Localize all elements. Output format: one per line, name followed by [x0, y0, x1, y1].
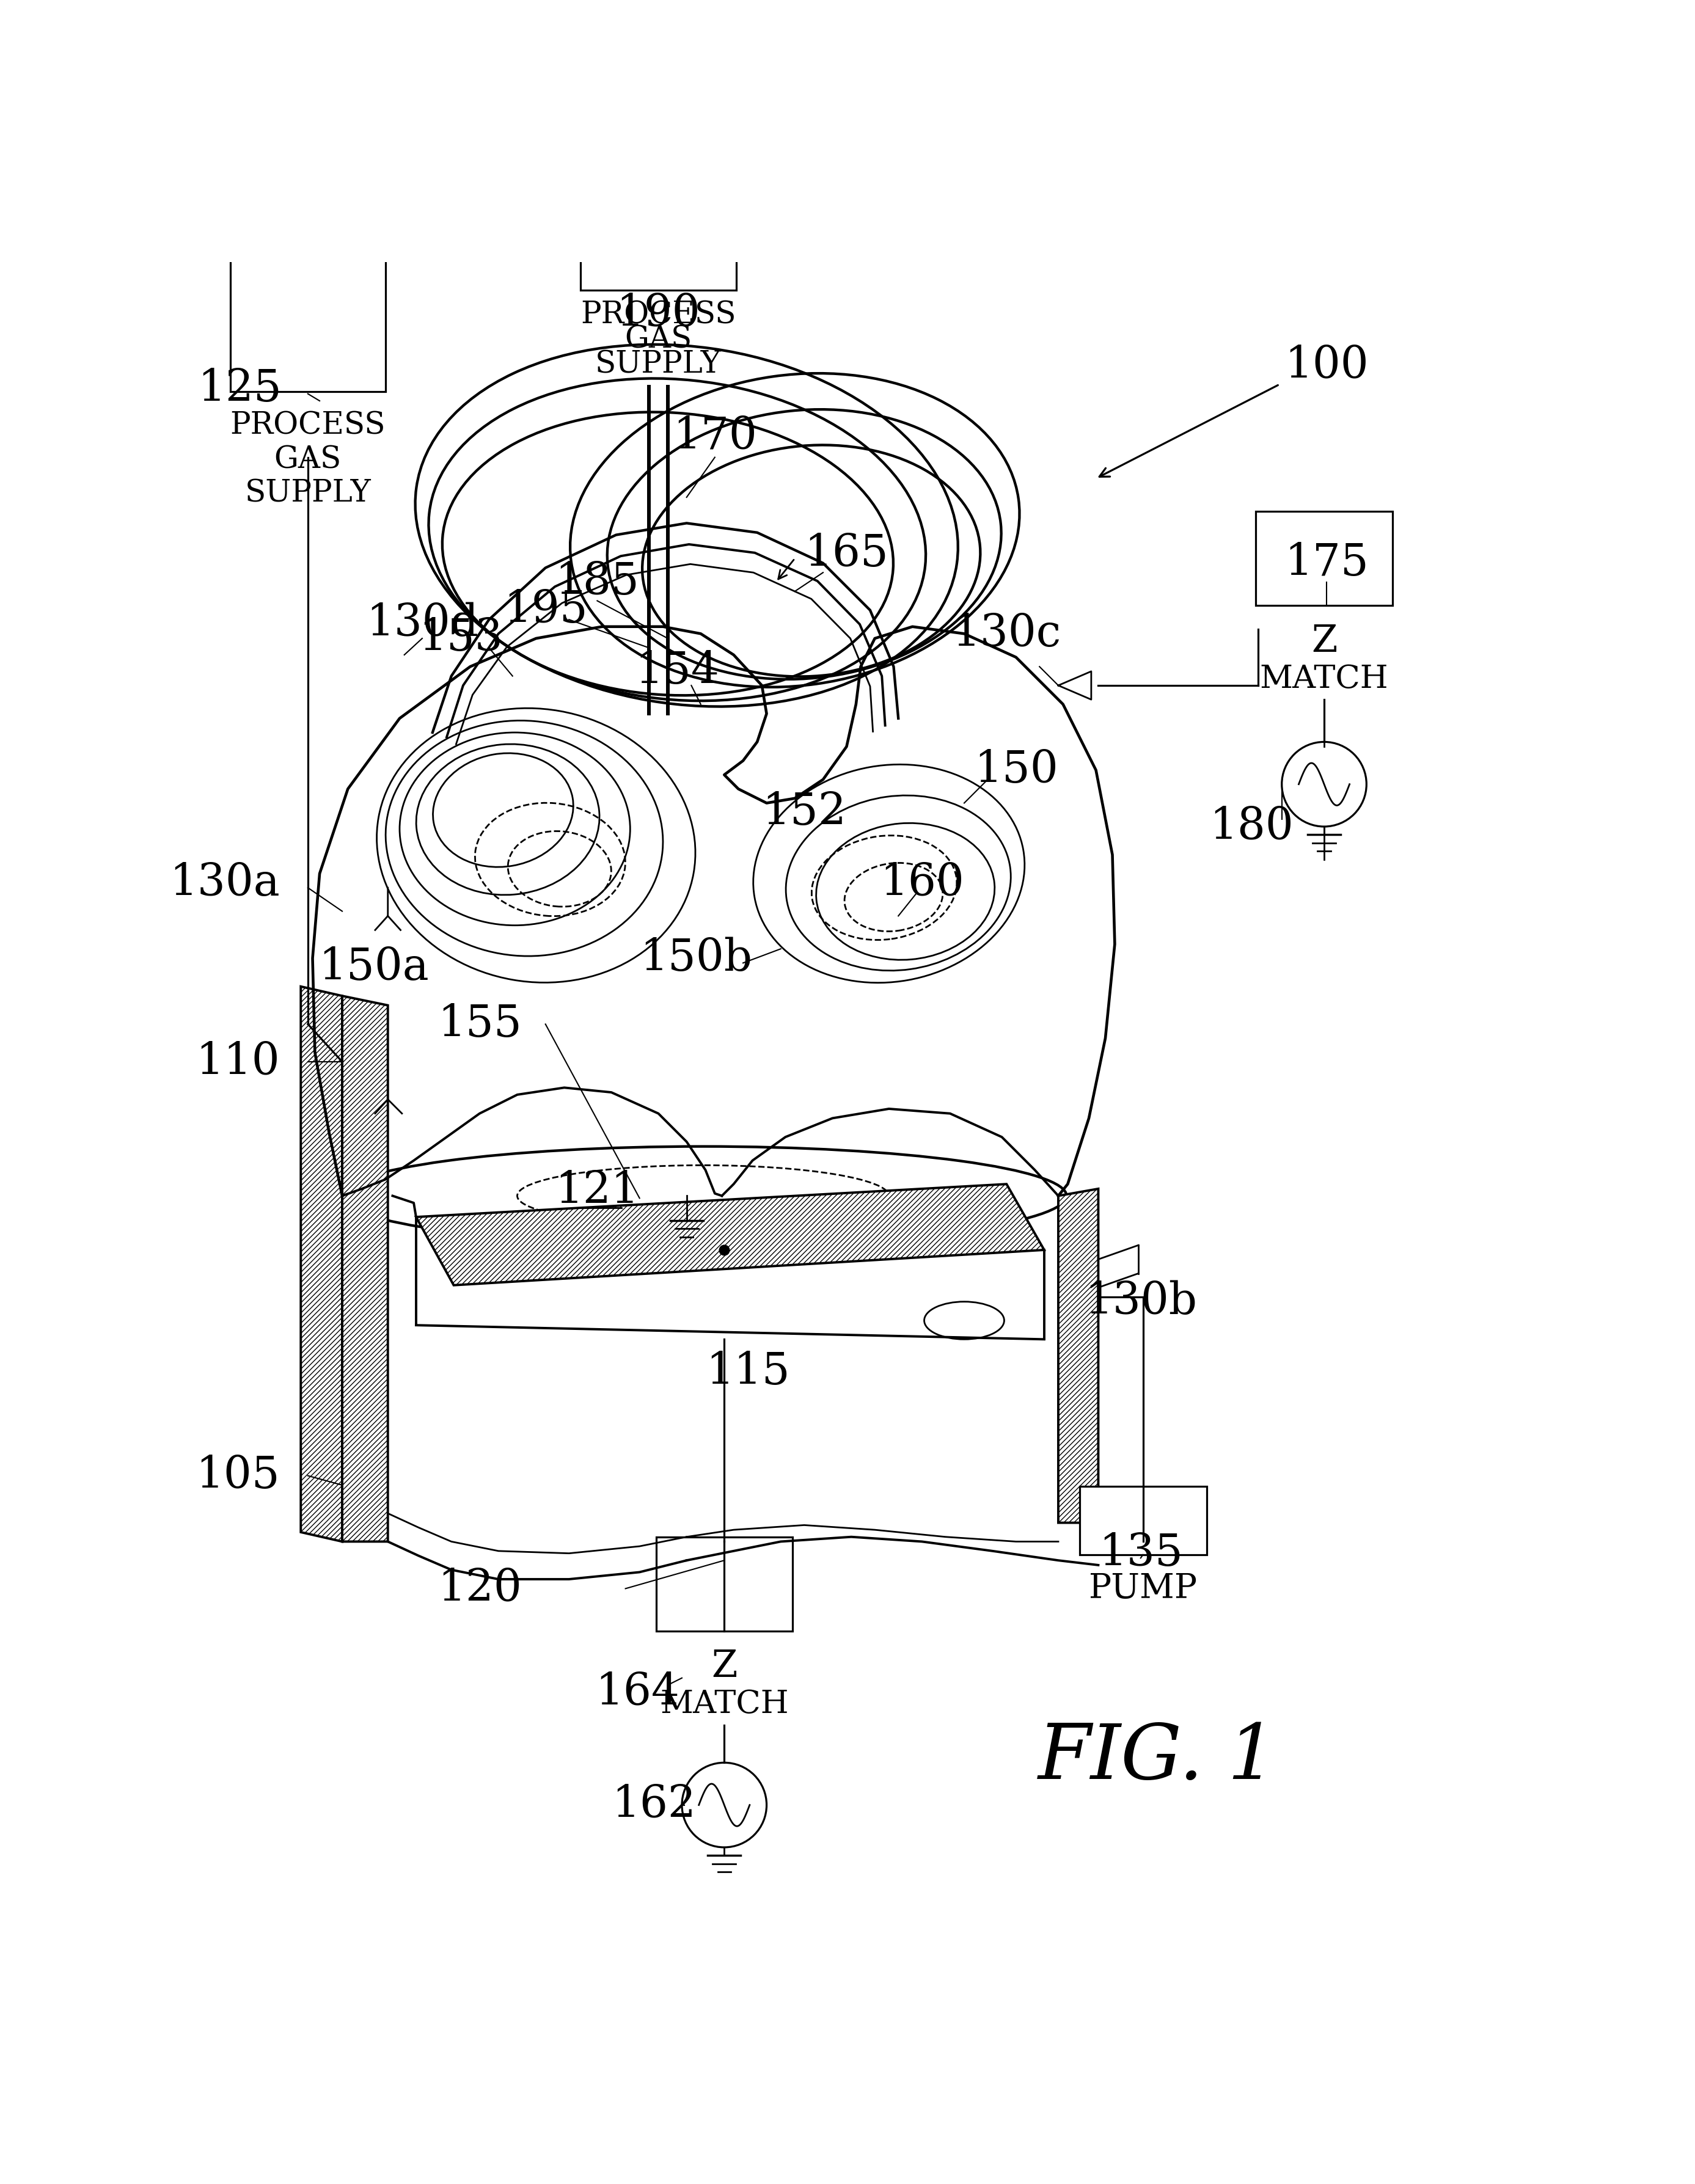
- Text: 120: 120: [437, 1568, 522, 1610]
- Text: 130a: 130a: [170, 860, 280, 904]
- Text: PROCESS: PROCESS: [581, 299, 736, 330]
- Text: 100: 100: [1285, 345, 1368, 387]
- Text: 160: 160: [880, 860, 964, 904]
- Ellipse shape: [339, 1147, 1066, 1245]
- Ellipse shape: [924, 1302, 1003, 1339]
- Bar: [1256, 511, 1392, 605]
- Text: 162: 162: [612, 1784, 695, 1826]
- Text: MATCH: MATCH: [659, 1688, 788, 1721]
- Polygon shape: [342, 996, 388, 1542]
- Text: 130c: 130c: [953, 612, 1061, 655]
- Text: 121: 121: [556, 1171, 639, 1212]
- Bar: [1080, 1487, 1207, 1555]
- Text: 154: 154: [636, 651, 719, 692]
- Text: SUPPLY: SUPPLY: [244, 478, 371, 509]
- Text: FIG. 1: FIG. 1: [1037, 1721, 1276, 1795]
- Text: MATCH: MATCH: [1259, 664, 1388, 695]
- Text: 130b: 130b: [1085, 1280, 1197, 1324]
- Text: 175: 175: [1285, 542, 1368, 585]
- Text: 195: 195: [503, 590, 588, 631]
- Text: 170: 170: [673, 415, 758, 459]
- Text: 190: 190: [617, 293, 700, 336]
- Text: SUPPLY: SUPPLY: [595, 349, 722, 380]
- Text: 105: 105: [195, 1455, 280, 1498]
- Text: GAS: GAS: [625, 325, 692, 354]
- Bar: [581, 192, 736, 290]
- Text: 130d: 130d: [366, 603, 478, 644]
- Text: Z: Z: [1312, 622, 1337, 660]
- Text: 180: 180: [1209, 806, 1293, 847]
- Bar: [231, 256, 385, 391]
- Polygon shape: [1058, 1188, 1098, 1522]
- Text: GAS: GAS: [275, 446, 341, 474]
- Text: 153: 153: [419, 616, 503, 660]
- Text: PROCESS: PROCESS: [231, 411, 386, 441]
- Text: 110: 110: [195, 1040, 280, 1083]
- Text: 165: 165: [805, 533, 888, 574]
- Text: 150b: 150b: [639, 937, 753, 981]
- Polygon shape: [415, 1184, 1044, 1284]
- Text: 152: 152: [763, 791, 846, 834]
- Text: 150: 150: [975, 749, 1058, 791]
- Text: 185: 185: [554, 561, 639, 603]
- Text: 125: 125: [198, 367, 281, 411]
- Polygon shape: [300, 987, 342, 1542]
- Text: Z: Z: [712, 1649, 737, 1686]
- Text: 115: 115: [705, 1350, 790, 1393]
- Text: 155: 155: [437, 1002, 522, 1046]
- Text: 135: 135: [1098, 1531, 1183, 1575]
- Text: PUMP: PUMP: [1088, 1572, 1197, 1605]
- Bar: [656, 1538, 793, 1631]
- Text: 164: 164: [595, 1671, 680, 1714]
- Text: 150a: 150a: [319, 946, 429, 989]
